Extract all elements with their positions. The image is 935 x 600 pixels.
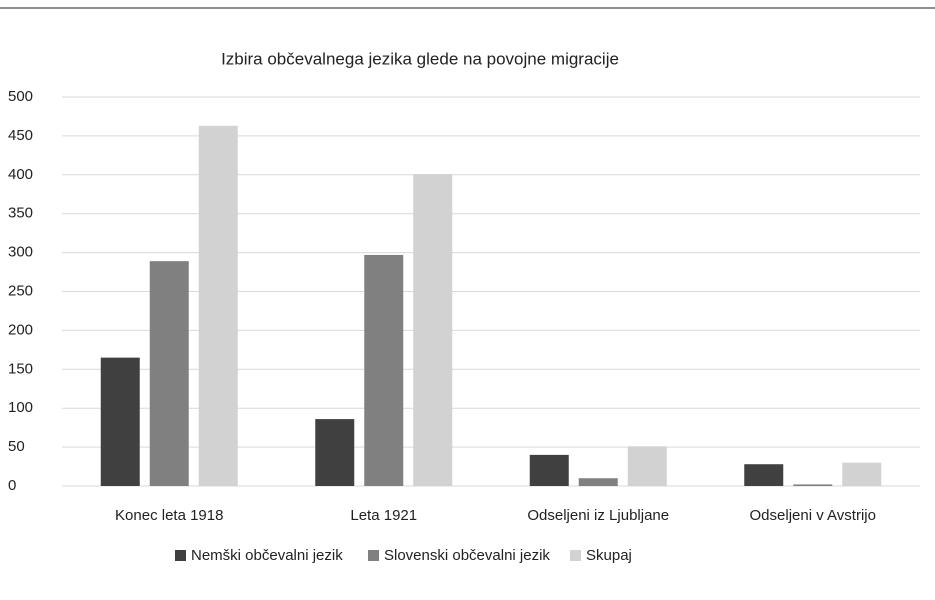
x-tick-label: Odseljeni iz Ljubljane (527, 507, 669, 524)
y-tick-label: 50 (8, 438, 25, 455)
y-tick-label: 500 (8, 88, 33, 105)
legend-label: Nemški občevalni jezik (191, 547, 343, 564)
bar (364, 254, 404, 486)
chart-title: Izbira občevalnega jezika glede na povoj… (221, 49, 619, 68)
legend-label: Skupaj (586, 547, 632, 564)
bar (627, 446, 667, 486)
x-tick-label: Leta 1921 (350, 507, 417, 524)
bar (413, 174, 453, 486)
bar (529, 454, 569, 486)
x-tick-label: Konec leta 1918 (115, 507, 223, 524)
bar (793, 484, 833, 486)
legend-label: Slovenski občevalni jezik (384, 547, 550, 564)
bar (149, 261, 189, 486)
bar (842, 462, 882, 486)
y-tick-label: 200 (8, 321, 33, 338)
y-tick-label: 100 (8, 399, 33, 416)
y-tick-label: 400 (8, 166, 33, 183)
bar (315, 419, 355, 486)
legend-swatch (570, 550, 581, 561)
legend-swatch (175, 550, 186, 561)
y-tick-label: 250 (8, 282, 33, 299)
legend-swatch (368, 550, 379, 561)
y-tick-label: 300 (8, 244, 33, 261)
y-tick-label: 0 (8, 477, 16, 494)
y-tick-label: 450 (8, 127, 33, 144)
y-tick-label: 350 (8, 205, 33, 222)
bar (744, 464, 784, 486)
x-tick-label: Odseljeni v Avstrijo (750, 507, 876, 524)
bar (198, 125, 238, 486)
bar (100, 357, 140, 486)
bar (578, 478, 618, 486)
y-tick-label: 150 (8, 360, 33, 377)
